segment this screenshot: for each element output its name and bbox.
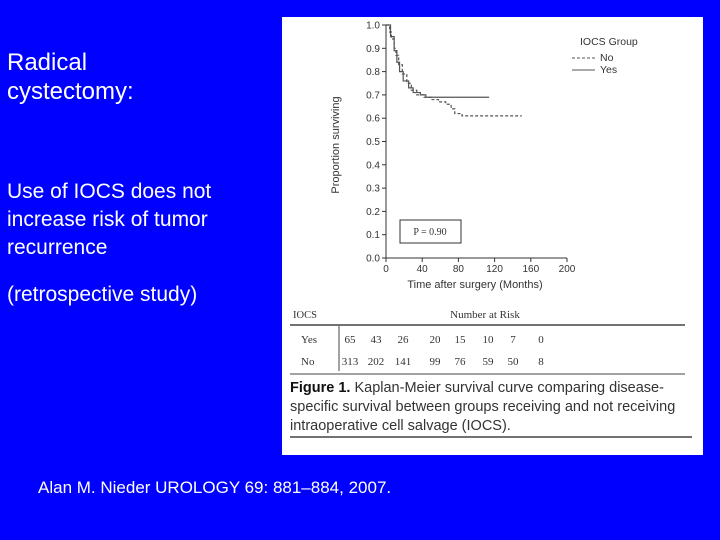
risk-cell: 20 [430,334,442,346]
risk-cell: 313 [342,356,359,368]
y-tick-label: 0.6 [366,114,380,125]
ticks: 0.0 0.1 0.2 0.3 0.4 0.5 0.6 0.7 0.8 0.9 1.0 0 40 80 12… [366,21,576,276]
risk-row-label-yes: Yes [301,334,317,346]
figure-caption-label: Figure 1. [290,380,351,396]
y-tick-label: 0.4 [366,160,380,171]
figure-caption-text: Kaplan-Meier survival curve comparing di… [290,380,676,434]
series [386,24,522,117]
y-tick-label: 0.9 [366,44,380,55]
series-line-no [386,24,522,117]
x-tick-label: 40 [417,264,429,275]
y-tick-label: 0.0 [366,254,380,265]
risk-cell: 10 [483,334,495,346]
p-value-annotation: P = 0.90 [399,219,462,244]
risk-cell: 8 [538,356,544,368]
y-tick-label: 0.7 [366,90,380,101]
kaplan-meier-chart: 0.00.10.20.30.40.50.60.70.80.91.00 40 80 12… [290,21,692,438]
y-tick-label: 0.3 [366,184,380,195]
series-line-yes [386,24,490,98]
x-tick-label: 160 [522,264,539,275]
risk-cell: 99 [430,356,442,368]
risk-cell: 65 [345,334,357,346]
legend-label-yes: Yes [600,64,617,76]
y-tick-label: 0.1 [366,230,380,241]
y-tick-label: 0.8 [366,67,380,78]
x-tick-label: 120 [486,264,503,275]
x-tick-label: 0 [383,264,389,275]
p-value-text: P = 0.90 [413,227,446,238]
x-tick-label: 80 [453,264,465,275]
risk-cell: 7 [510,334,516,346]
y-tick-label: 0.2 [366,207,380,218]
x-axis-label: Time after surgery (Months) [407,279,542,291]
slide-citation: Alan M. Nieder UROLOGY 69: 881–884, 2007… [38,478,392,497]
risk-table: IOCS Number at Risk Yes No 65 43 26 20 15 10 7… [290,309,685,375]
y-axis-label: Proportion surviving [330,96,342,193]
risk-cell: 76 [455,356,467,368]
risk-table-header-right: Number at Risk [450,309,520,321]
legend-title: IOCS Group [580,36,638,48]
risk-cell: 15 [455,334,467,346]
slide-bullet: Use of IOCS does not increase risk of tu… [7,180,212,259]
y-tick-label: 0.5 [366,137,380,148]
figure-panel: 0.0 0.1 0.2 0.3 0.4 0.5 0.6 0.7 0.8 0.9 1.0 0 40 80 12… [282,17,703,455]
risk-cell: 50 [508,356,520,368]
slide-title: Radical cystectomy: [7,49,134,105]
x-tick-label: 200 [559,264,576,275]
risk-cell: 141 [395,356,412,368]
figure-caption: Figure 1. Kaplan-Meier survival curve co… [290,379,695,436]
risk-row-label-no: No [301,356,315,368]
p-value-box [399,219,462,244]
risk-table-header-left: IOCS [293,310,317,321]
risk-cell: 202 [368,356,385,368]
slide-note: (retrospective study) [7,283,198,306]
risk-cell: 0 [538,334,544,346]
legend-label-no: No [600,52,614,64]
risk-cell: 43 [371,334,383,346]
risk-cell: 26 [398,334,410,346]
risk-cells: 65 43 26 20 15 10 7 0 313 202 141 99 76 59 50 8 [342,334,545,368]
y-tick-label: 1.0 [366,21,380,32]
risk-cell: 59 [483,356,495,368]
legend: IOCS Group No Yes [572,36,638,76]
